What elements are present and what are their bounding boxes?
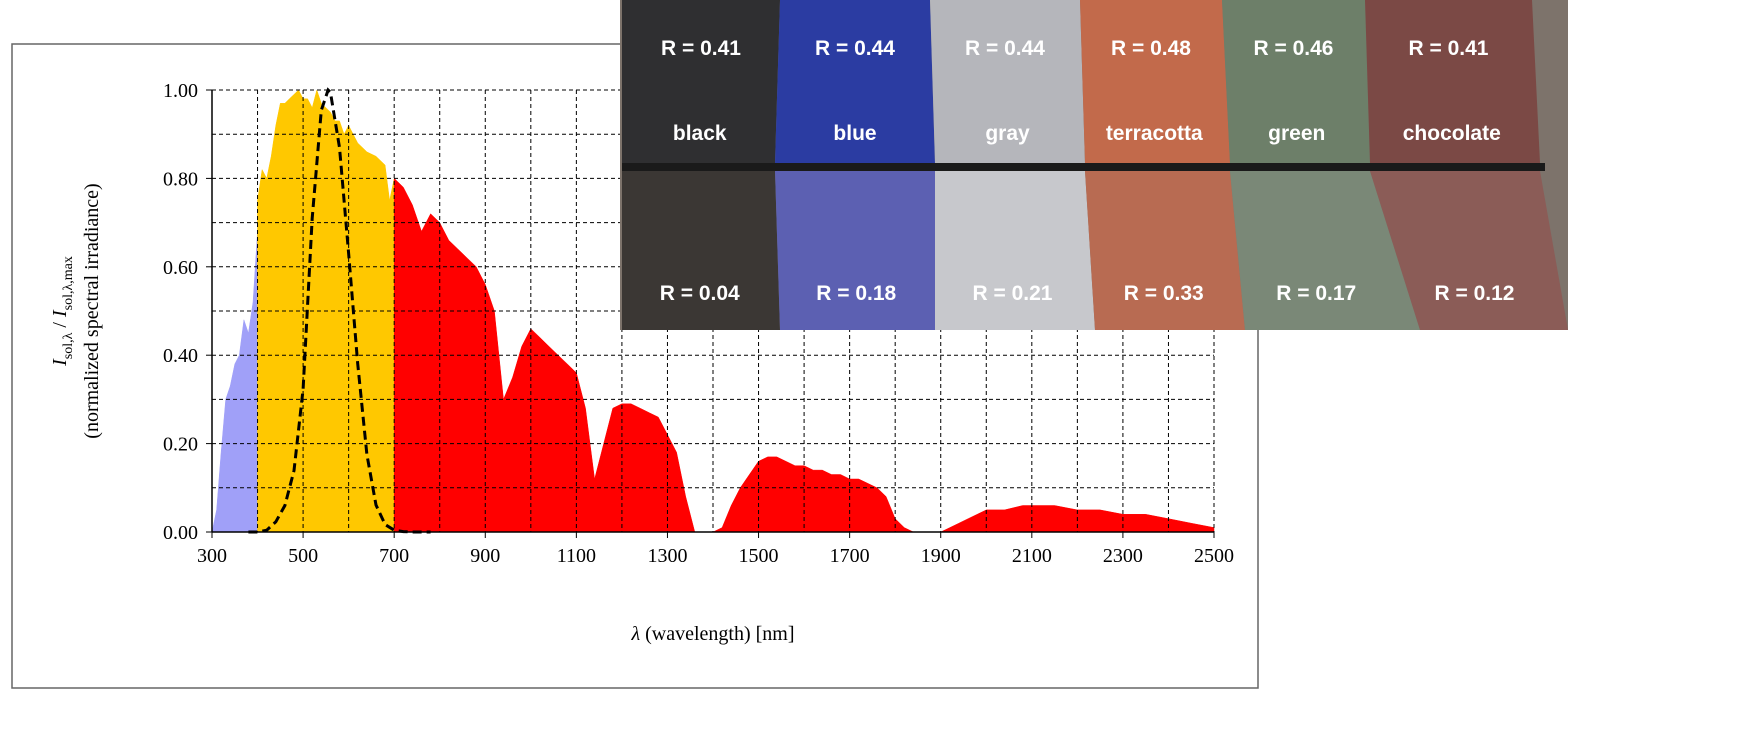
- swatch-name: gray: [985, 122, 1030, 145]
- y-axis-label-part: I: [49, 358, 71, 367]
- x-tick-label: 1900: [921, 545, 961, 567]
- swatch-bottom: [775, 171, 935, 330]
- x-tick-label: 1700: [830, 545, 870, 567]
- swatch-name: blue: [833, 122, 876, 145]
- photo-inset: R = 0.41 black R = 0.04 R = 0.44 blue R = 0.1…: [620, 0, 1568, 330]
- spectrum-area: [393, 177, 1215, 533]
- x-axis-label-part: λ: [630, 623, 640, 645]
- swatch-bottom-label: R = 0.21: [973, 282, 1053, 305]
- x-tick-label: 900: [470, 545, 500, 567]
- swatch-top: [930, 0, 1085, 163]
- y-tick-label: 0.40: [163, 345, 198, 367]
- y-axis-label: Isol,λ / Isol,λ,max: [49, 256, 76, 367]
- y-axis-label-part: sol,λ: [61, 332, 76, 359]
- swatch-top: [622, 0, 780, 163]
- swatch-bottom-label: R = 0.12: [1435, 282, 1515, 305]
- x-tick-label: 2500: [1194, 545, 1234, 567]
- y-axis-label-part: /: [49, 317, 71, 333]
- swatch-top-label: R = 0.41: [661, 37, 741, 60]
- luminosity-curve: [248, 87, 431, 534]
- swatch-top-label: R = 0.44: [815, 37, 895, 60]
- swatch-name: chocolate: [1403, 122, 1501, 145]
- swatch-bottom-label: R = 0.33: [1124, 282, 1204, 305]
- x-axis-label: λ (wavelength) [nm]: [630, 623, 794, 645]
- swatch-bottom-label: R = 0.17: [1276, 282, 1356, 305]
- x-tick-label: 700: [379, 545, 409, 567]
- swatch-name: terracotta: [1106, 122, 1203, 145]
- x-tick-label: 300: [197, 545, 227, 567]
- swatch-bottom: [1230, 171, 1420, 330]
- swatch-top-label: R = 0.41: [1409, 37, 1489, 60]
- x-tick-label: 1100: [557, 545, 596, 567]
- x-tick-label: 500: [288, 545, 318, 567]
- x-tick-label: 2100: [1012, 545, 1052, 567]
- swatch-bottom: [935, 171, 1095, 330]
- y-axis-label-part: sol,λ,max: [61, 256, 76, 310]
- swatch-bottom-label: R = 0.04: [660, 282, 740, 305]
- y-tick-label: 1.00: [163, 80, 198, 102]
- swatch-top: [1365, 0, 1540, 163]
- swatch-top-label: R = 0.46: [1254, 37, 1334, 60]
- swatch-bottom-label: R = 0.18: [816, 282, 896, 305]
- swatch-bottom: [1370, 171, 1568, 330]
- y-axis-label-part: I: [49, 309, 71, 318]
- y-tick-label: 0.20: [163, 434, 198, 456]
- y-axis-label-line2: (normalized spectral irradiance): [81, 183, 103, 438]
- x-tick-label: 2300: [1103, 545, 1143, 567]
- swatch-top: [1080, 0, 1230, 163]
- swatch-bottom: [622, 171, 780, 330]
- y-tick-label: 0.60: [163, 257, 198, 279]
- swatch-top-label: R = 0.48: [1111, 37, 1191, 60]
- x-tick-label: 1500: [739, 545, 779, 567]
- swatch-name: green: [1268, 122, 1325, 145]
- x-tick-label: 1300: [647, 545, 687, 567]
- x-axis-label-part: (wavelength) [nm]: [640, 623, 794, 645]
- swatch-bottom: [1085, 171, 1245, 330]
- y-tick-label: 0.80: [163, 168, 198, 190]
- swatch-top: [1222, 0, 1370, 163]
- swatch-top: [775, 0, 935, 163]
- swatch-name: black: [673, 122, 727, 145]
- swatch-top-label: R = 0.44: [965, 37, 1045, 60]
- y-tick-label: 0.00: [163, 522, 198, 544]
